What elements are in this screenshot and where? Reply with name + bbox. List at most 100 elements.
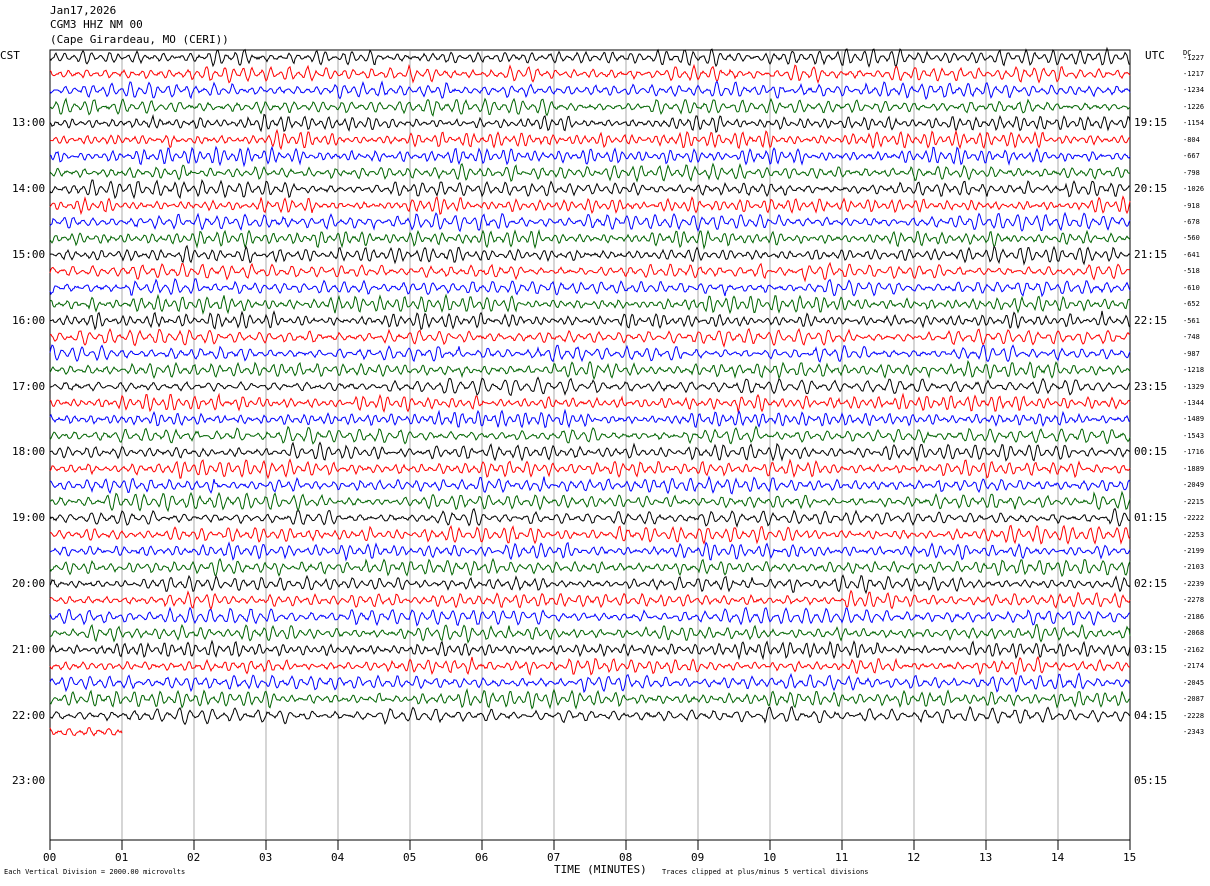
right-hour-label: 23:15 [1134,379,1168,393]
dc-offset-label: -2174 [1183,662,1205,671]
dc-offset-label: -518 [1183,267,1200,276]
seismic-trace [49,408,1131,429]
dc-offset-label: -652 [1183,300,1200,309]
dc-offset-label: -2068 [1183,629,1205,638]
dc-offset-label: -987 [1183,349,1200,358]
seismic-trace [49,392,1131,413]
left-hour-label: 16:00 [12,313,46,327]
x-tick-label: 02 [187,851,201,864]
seismic-traces [49,46,1131,737]
minute-gridlines [49,49,1131,841]
right-hour-label: 03:15 [1134,642,1168,656]
x-tick-label: 05 [403,851,417,864]
seismic-trace [49,195,1131,216]
dc-offset-label: -678 [1183,218,1200,226]
dc-offset-label: -798 [1183,168,1200,177]
x-tick-label: 12 [907,851,921,864]
dc-offset-label: -561 [1183,316,1200,325]
x-tick-label: 06 [475,851,489,864]
seismic-trace [49,128,1131,151]
dc-offset-label: -2186 [1183,612,1205,621]
dc-offset-label: -2103 [1183,563,1205,572]
dc-offset-label: -2087 [1183,695,1205,704]
seismic-trace [49,113,1131,134]
dc-offset-label: -2162 [1183,645,1205,654]
dc-offset-label: -1227 [1183,53,1205,62]
left-hour-label: 17:00 [12,379,46,393]
right-hour-label: 02:15 [1134,576,1168,590]
seismic-trace [49,557,1131,578]
seismic-trace [49,655,1131,676]
dc-offset-label: -1543 [1183,431,1205,440]
seismic-trace [49,441,1131,462]
dc-offset-label: -560 [1183,234,1200,243]
left-hour-label: 15:00 [12,247,46,261]
seismic-trace [49,359,1131,381]
right-hour-label: 04:15 [1134,708,1168,722]
seismic-trace [49,672,1131,694]
seismic-trace [49,688,1131,710]
seismic-trace [49,310,1131,331]
dc-offset-label: -918 [1183,201,1200,210]
right-hour-label: 05:15 [1134,774,1168,788]
seismic-trace [49,524,1131,545]
seismic-trace [49,475,1131,495]
seismic-trace [49,261,1131,283]
dc-offset-label: -2049 [1183,481,1205,490]
dc-offset-label: -1026 [1183,185,1205,194]
seismic-trace [49,63,1131,84]
right-hour-label: 20:15 [1134,182,1168,196]
seismic-trace [49,639,1131,661]
x-tick-label: 11 [835,851,849,864]
seismic-trace [49,606,1131,627]
seismic-trace [49,80,1131,100]
seismic-trace [49,623,1131,644]
dc-offset-label: -1154 [1183,119,1205,128]
seismic-trace [49,507,1131,528]
left-timezone-label: CST [0,49,20,62]
left-hour-label: 20:00 [12,576,46,590]
dc-offset-label: -2239 [1183,579,1205,588]
dc-offset-label: -1234 [1183,86,1205,95]
plot-frame [49,49,1131,841]
seismic-trace [49,727,123,737]
x-tick-label: 14 [1051,851,1065,864]
dc-offset-label: -2253 [1183,530,1205,539]
x-tick-label: 15 [1123,851,1137,864]
seismic-trace [49,425,1131,445]
dc-offset-label: -2199 [1183,547,1205,555]
left-hour-label: 21:00 [12,642,46,656]
seismic-trace [49,344,1131,363]
clip-note: Traces clipped at plus/minus 5 vertical … [662,868,869,876]
seismic-trace [49,278,1131,298]
x-tick-label: 07 [547,851,561,864]
dc-offset-label: -1716 [1183,448,1205,457]
x-tick-label: 10 [763,851,777,864]
dc-offset-label: -1344 [1183,398,1205,407]
dc-offset-label: -2215 [1183,497,1205,506]
seismic-trace [49,490,1131,513]
dc-offset-label: -2222 [1183,514,1205,523]
dc-offset-label: -2278 [1183,596,1205,605]
x-tick-label: 09 [691,851,705,864]
dc-offset-label: -1489 [1183,415,1205,424]
x-tick-label: 13 [979,851,993,864]
seismic-trace [49,327,1131,348]
seismic-trace [49,46,1131,68]
seismic-trace [49,293,1131,315]
dc-offset-label: -748 [1183,333,1200,342]
x-tick-label: 00 [43,851,57,864]
left-hour-label: 22:00 [12,708,46,722]
seismic-trace [49,458,1131,480]
dc-offset-label: -610 [1183,283,1200,292]
location-label: (Cape Girardeau, MO (CERI)) [50,33,229,46]
right-hour-label: 21:15 [1134,247,1168,261]
right-timezone-label: UTC [1145,49,1165,62]
dc-offset-label: -1329 [1183,382,1205,391]
date-label: Jan17,2026 [50,4,117,17]
seismic-trace [49,244,1131,266]
x-tick-label: 04 [331,851,345,864]
left-hour-label: 23:00 [12,774,46,788]
dc-offset-label: -2228 [1183,711,1205,720]
seismic-trace [49,178,1131,200]
